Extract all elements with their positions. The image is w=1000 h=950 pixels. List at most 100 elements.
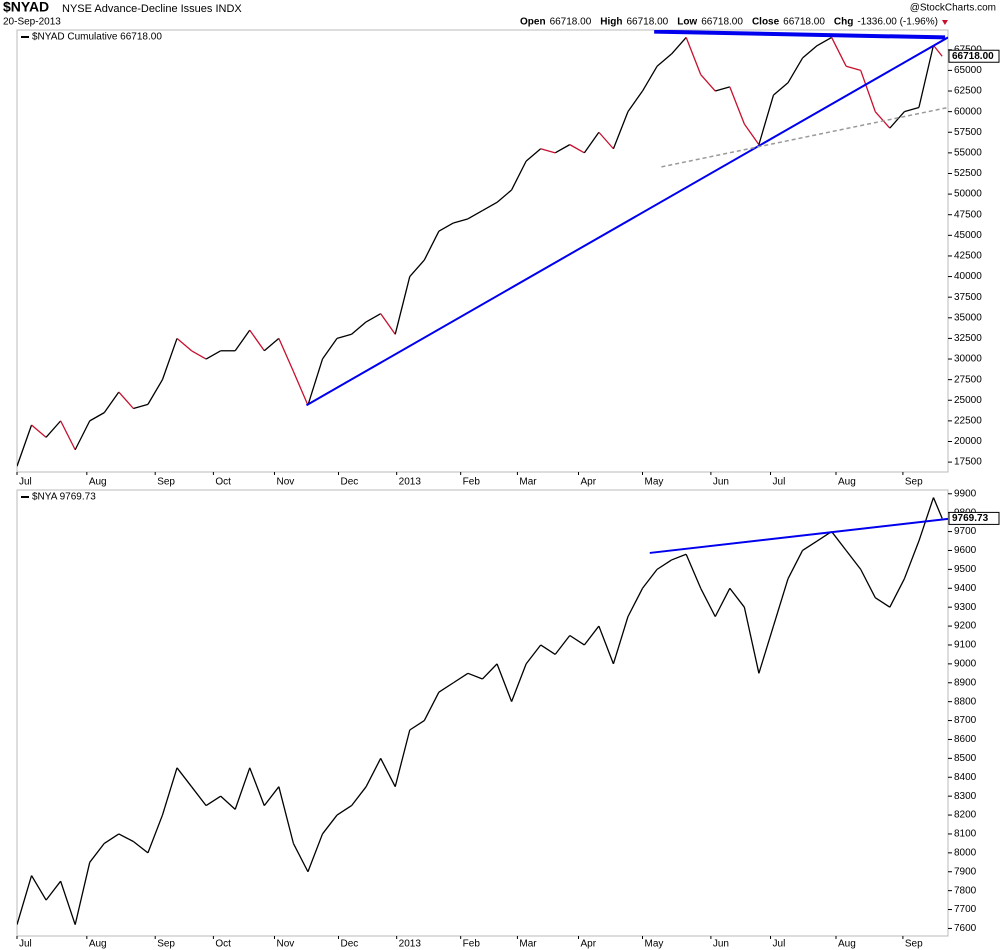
- price-segment: [583, 625, 600, 646]
- y-tick-label: 65000: [954, 65, 982, 76]
- price-segment: [467, 672, 483, 680]
- price-segment: [598, 625, 615, 665]
- last-value-label: 9769.73: [952, 513, 989, 524]
- price-segment: [496, 189, 513, 203]
- price-segment: [932, 497, 943, 519]
- x-tick-label: Aug: [89, 477, 107, 488]
- quote-label: High: [600, 17, 622, 28]
- price-segment: [642, 568, 658, 589]
- price-segment: [816, 36, 832, 47]
- price-segment: [351, 786, 367, 806]
- price-segment: [802, 45, 818, 59]
- price-segment: [671, 36, 687, 55]
- price-segment: [365, 758, 382, 788]
- x-tick-label: Mar: [519, 939, 537, 950]
- price-segment: [409, 720, 425, 731]
- price-segment: [715, 86, 730, 92]
- y-tick-label: 27500: [954, 374, 982, 385]
- panel-frame: [16, 29, 949, 473]
- x-tick-label: Dec: [340, 939, 358, 950]
- price-segment: [74, 420, 91, 451]
- price-segment: [612, 111, 629, 149]
- price-segment: [598, 131, 614, 150]
- price-segment: [133, 403, 149, 410]
- x-tick-label: Aug: [838, 939, 856, 950]
- price-segment: [845, 65, 861, 72]
- quote-label: Low: [677, 17, 697, 28]
- x-tick-label: Apr: [581, 939, 597, 950]
- y-tick-label: 35000: [954, 312, 982, 323]
- price-segment: [103, 391, 120, 414]
- price-segment: [482, 201, 498, 212]
- price-segment: [554, 635, 571, 655]
- price-segment: [249, 329, 265, 352]
- price-segment: [17, 424, 33, 467]
- quote-value: 66718.00: [783, 17, 825, 28]
- price-segment: [569, 634, 585, 646]
- x-tick-label: Sep: [157, 939, 175, 950]
- price-segment: [438, 682, 454, 693]
- price-segment: [641, 65, 658, 92]
- last-value-box: [948, 49, 1000, 63]
- legend: $NYA 9769.73: [32, 492, 96, 503]
- x-tick-label: Mar: [519, 477, 537, 488]
- price-segment: [249, 767, 265, 806]
- x-tick-label: May: [645, 477, 664, 488]
- price-segment: [860, 569, 876, 599]
- price-segment: [89, 412, 105, 422]
- price-segment: [496, 663, 513, 702]
- y-tick-label: 52500: [954, 168, 982, 179]
- price-segment: [394, 276, 411, 335]
- price-segment: [380, 313, 396, 335]
- price-segment: [773, 82, 789, 96]
- x-tick-label: Jun: [713, 939, 729, 950]
- price-segment: [700, 74, 716, 92]
- y-tick-label: 8400: [954, 772, 977, 783]
- last-value-label: 66718.00: [952, 51, 994, 62]
- price-segment: [758, 94, 775, 145]
- price-segment: [45, 880, 62, 901]
- y-tick-label: 9000: [954, 659, 977, 670]
- y-tick-label: 40000: [954, 271, 982, 282]
- price-segment: [45, 420, 62, 438]
- x-tick-label: Jun: [713, 477, 729, 488]
- price-segment: [889, 111, 905, 129]
- price-segment: [161, 338, 178, 380]
- quote-label: Open: [520, 17, 546, 28]
- price-segment: [74, 862, 91, 925]
- x-tick-label: Nov: [276, 477, 294, 488]
- price-segment: [743, 607, 760, 674]
- price-segment: [583, 131, 600, 154]
- y-tick-label: 8600: [954, 734, 977, 745]
- price-segment: [656, 53, 673, 67]
- x-tick-label: Oct: [215, 477, 231, 488]
- quote-value: 66718.00: [550, 17, 592, 28]
- price-segment: [482, 663, 498, 680]
- price-segment: [31, 424, 47, 438]
- price-segment: [351, 321, 367, 335]
- y-tick-label: 8000: [954, 847, 977, 858]
- price-segment: [321, 814, 338, 835]
- price-segment: [729, 86, 745, 125]
- y-tick-label: 17500: [954, 457, 982, 468]
- change-arrow: [941, 20, 948, 25]
- price-segment: [60, 420, 76, 451]
- trendline: [654, 30, 946, 40]
- x-tick-label: Apr: [581, 477, 597, 488]
- price-segment: [787, 57, 804, 84]
- price-segment: [191, 350, 207, 360]
- price-segment: [205, 350, 221, 360]
- x-tick-label: Jul: [19, 939, 32, 950]
- price-segment: [889, 578, 905, 608]
- price-segment: [772, 578, 789, 627]
- y-tick-label: 7600: [954, 923, 977, 934]
- x-tick-label: Jul: [19, 477, 32, 488]
- y-tick-label: 20000: [954, 436, 982, 447]
- y-tick-label: 47500: [954, 209, 982, 220]
- y-tick-label: 9500: [954, 564, 977, 575]
- y-tick-label: 50000: [954, 189, 982, 200]
- brand: @StockCharts.com: [910, 3, 996, 14]
- quote-label: Close: [752, 17, 780, 28]
- price-segment: [118, 391, 134, 409]
